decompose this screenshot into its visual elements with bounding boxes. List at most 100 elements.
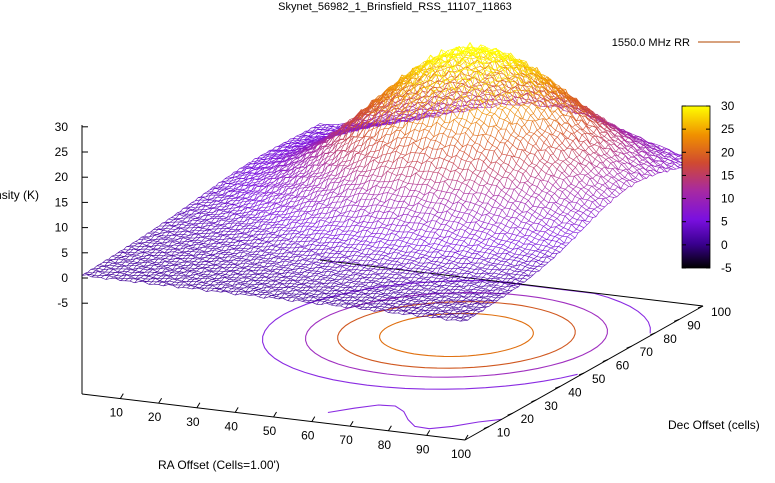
surface-line xyxy=(592,178,598,184)
surface-line xyxy=(441,125,447,130)
surface-line xyxy=(321,212,327,215)
surface-line xyxy=(559,116,565,124)
surface-line xyxy=(572,217,578,221)
surface-line xyxy=(490,245,496,248)
surface-line xyxy=(535,250,540,253)
surface-line xyxy=(266,230,272,234)
surface-line xyxy=(539,214,545,219)
surface-line xyxy=(427,146,433,150)
surface-line xyxy=(440,202,446,206)
surface-line xyxy=(415,172,421,178)
surface-line xyxy=(574,196,580,199)
surface-line xyxy=(434,105,440,109)
surface-line xyxy=(344,255,350,257)
surface-line xyxy=(411,195,417,197)
surface-line xyxy=(181,243,187,245)
surface-line xyxy=(590,196,596,201)
surface-line xyxy=(538,249,543,251)
surface-line xyxy=(426,160,432,163)
surface-line xyxy=(655,143,660,146)
surface-line xyxy=(491,257,497,260)
surface-line xyxy=(448,220,454,222)
surface-line xyxy=(428,109,434,112)
surface-line xyxy=(364,209,370,214)
surface-line xyxy=(501,77,507,81)
surface-line xyxy=(169,231,175,235)
surface-line xyxy=(318,127,324,129)
surface-line xyxy=(592,201,598,208)
surface-line xyxy=(344,179,349,182)
surface-line xyxy=(405,207,411,211)
surface-line xyxy=(548,244,554,248)
surface-line xyxy=(566,177,572,185)
surface-line xyxy=(483,259,489,263)
surface-line xyxy=(439,236,445,238)
surface-line xyxy=(198,203,204,206)
surface-line xyxy=(564,215,570,221)
surface-line xyxy=(583,187,589,191)
surface-line xyxy=(354,150,360,153)
surface-line xyxy=(293,207,299,211)
surface-line xyxy=(462,236,467,239)
surface-line xyxy=(433,91,439,93)
surface-line xyxy=(511,273,517,275)
surface-line xyxy=(173,226,179,228)
surface-line xyxy=(343,242,349,246)
surface-line xyxy=(487,202,493,208)
surface-line xyxy=(333,191,339,195)
surface-line xyxy=(495,161,501,166)
surface-line xyxy=(190,217,196,219)
surface-line xyxy=(478,158,484,162)
surface-line xyxy=(490,135,496,139)
surface-line xyxy=(446,75,453,79)
surface-line xyxy=(643,163,649,167)
surface-line xyxy=(482,134,488,142)
surface-line xyxy=(414,129,420,132)
surface-line xyxy=(552,215,558,219)
surface-line xyxy=(525,150,531,154)
surface-line xyxy=(442,229,448,232)
surface-line xyxy=(381,205,387,208)
surface-line xyxy=(202,197,208,200)
surface-line xyxy=(496,238,502,241)
surface-line xyxy=(491,184,497,186)
surface-line xyxy=(301,251,307,253)
surface-line xyxy=(419,191,425,196)
surface-line xyxy=(178,245,184,247)
surface-line xyxy=(484,149,490,151)
surface-line xyxy=(517,268,523,271)
surface-line xyxy=(410,251,416,253)
surface-line xyxy=(263,218,269,221)
surface-line xyxy=(594,158,601,163)
surface-line xyxy=(452,81,458,84)
contour-lines xyxy=(262,280,651,430)
surface-line xyxy=(475,221,481,228)
surface-line xyxy=(252,230,257,232)
surface-line xyxy=(484,208,490,214)
surface-line xyxy=(585,220,591,223)
surface-line xyxy=(513,131,519,137)
surface-line xyxy=(556,241,562,245)
surface-line xyxy=(510,278,515,280)
surface-line xyxy=(395,150,402,155)
surface-line xyxy=(372,174,378,177)
surface-line xyxy=(511,242,517,245)
surface-line xyxy=(243,248,249,250)
surface-line xyxy=(441,262,447,265)
surface-line xyxy=(537,233,543,238)
surface-line xyxy=(551,226,556,228)
surface-line xyxy=(480,94,486,97)
surface-line xyxy=(360,198,366,200)
surface-line xyxy=(447,230,453,234)
surface-line xyxy=(192,219,198,221)
surface-line xyxy=(394,167,400,169)
surface-line xyxy=(551,240,557,242)
surface-line xyxy=(674,152,680,156)
surface-line xyxy=(372,246,378,249)
surface-line xyxy=(499,256,505,260)
surface-line xyxy=(581,205,587,211)
surface-line xyxy=(210,225,216,227)
surface-line xyxy=(318,194,324,196)
surface-line xyxy=(630,141,636,144)
surface-line xyxy=(488,86,494,88)
